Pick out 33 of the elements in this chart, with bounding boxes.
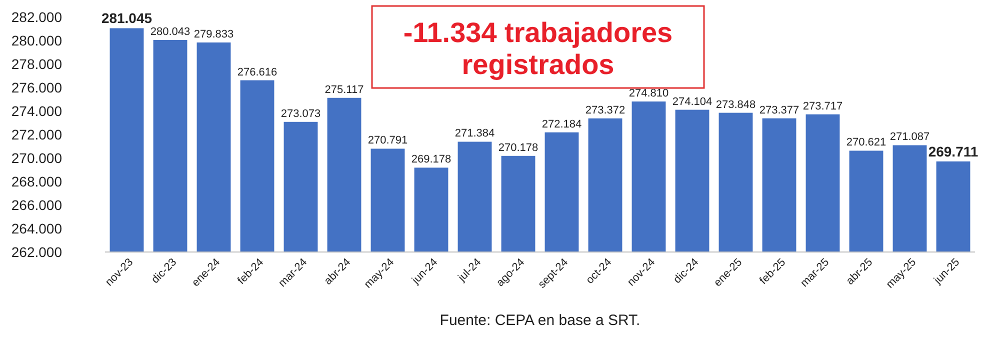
data-label: 276.616 (237, 66, 278, 78)
data-label: 273.717 (802, 100, 843, 112)
data-label: 279.833 (194, 28, 234, 40)
y-tick-label: 266.000 (11, 196, 62, 213)
y-tick-label: 276.000 (11, 79, 62, 96)
y-tick-label: 262.000 (11, 244, 62, 260)
y-tick-label: 282.000 (11, 8, 62, 25)
y-tick-label: 278.000 (11, 56, 62, 72)
data-label: 273.073 (280, 108, 321, 120)
y-tick-label: 280.000 (11, 32, 62, 48)
data-label: 271.384 (454, 128, 495, 140)
data-label: 274.810 (628, 87, 669, 100)
data-label: 270.621 (846, 136, 886, 149)
data-label: 270.791 (368, 134, 408, 147)
data-label: 271.087 (890, 131, 930, 144)
source-note: Fuente: CEPA en base a SRT. (440, 312, 640, 329)
data-label: 274.104 (672, 96, 712, 108)
data-label: 272.184 (542, 118, 582, 130)
data-label: 270.178 (498, 142, 538, 154)
data-label: 281.045 (101, 10, 152, 26)
annotation: -11.334 trabajadores registrados (403, 17, 673, 80)
data-label: 273.372 (585, 104, 626, 116)
data-label: 273.848 (716, 98, 756, 111)
data-label: 275.117 (324, 84, 364, 96)
y-tick-label: 264.000 (11, 220, 62, 236)
data-label: 280.043 (150, 26, 190, 38)
y-tick-label: 274.000 (11, 102, 62, 119)
y-tick-label: 270.000 (11, 150, 62, 166)
y-tick-label: 272.000 (11, 126, 62, 142)
data-label: 269.178 (411, 154, 452, 166)
data-label: 273.377 (759, 104, 800, 116)
data-label: 269.711 (928, 143, 978, 160)
y-tick-label: 268.000 (11, 173, 62, 190)
